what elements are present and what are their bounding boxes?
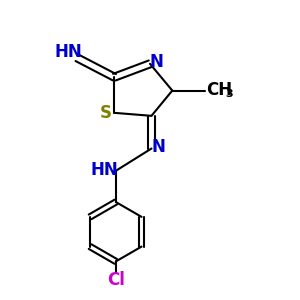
- Text: Cl: Cl: [107, 271, 125, 289]
- Text: CH: CH: [206, 81, 232, 99]
- Text: N: N: [151, 138, 165, 156]
- Text: N: N: [150, 53, 164, 71]
- Text: S: S: [99, 104, 111, 122]
- Text: HN: HN: [90, 161, 118, 179]
- Text: HN: HN: [55, 43, 83, 61]
- Text: 3: 3: [225, 89, 233, 99]
